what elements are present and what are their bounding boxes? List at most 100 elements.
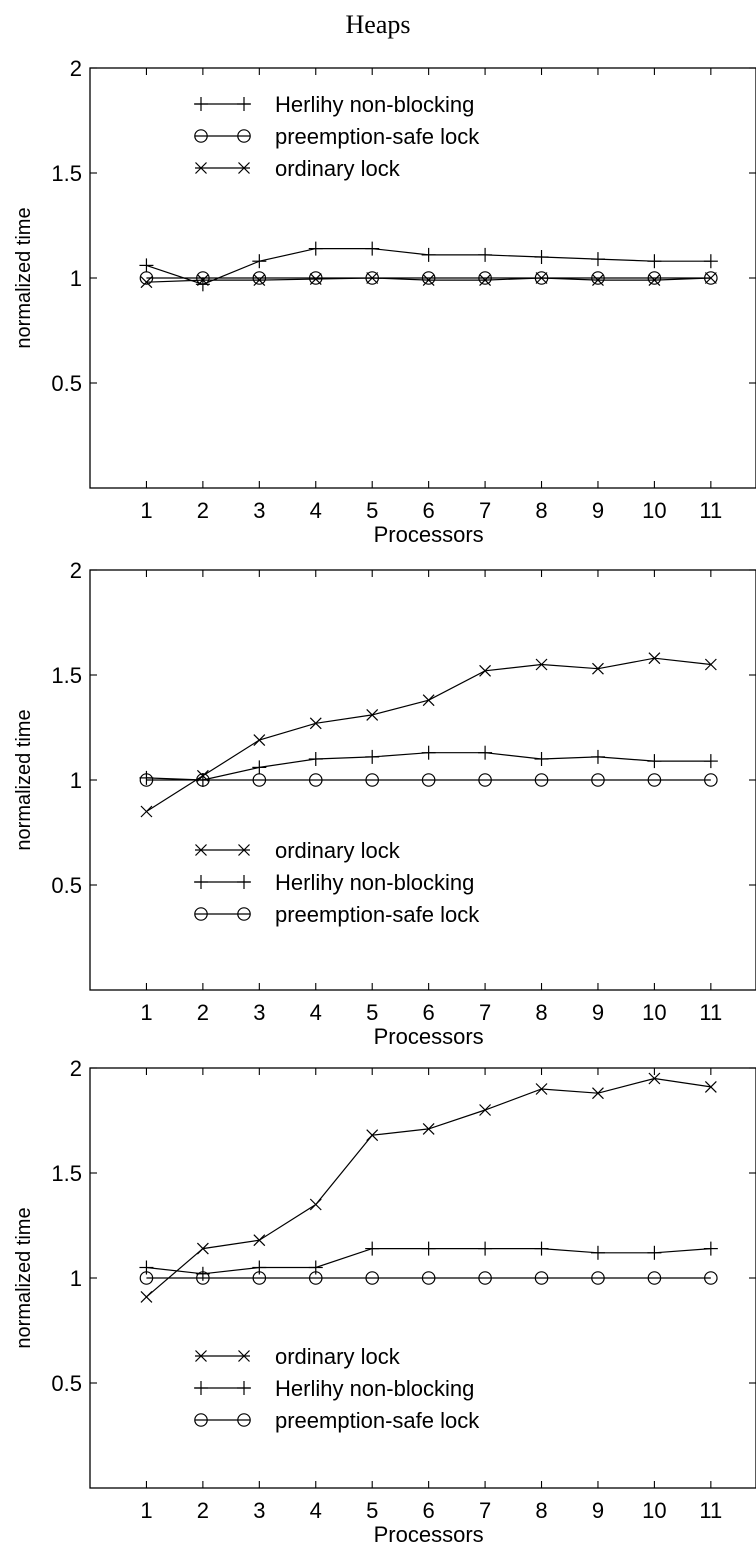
data-point-preemption-safe-lock-6	[421, 271, 436, 285]
x-tick-label: 2	[197, 498, 209, 523]
legend-label-preemption-safe-lock: preemption-safe lock	[275, 124, 480, 149]
x-tick-label: 4	[310, 1498, 322, 1523]
x-tick-label: 8	[535, 1000, 547, 1025]
y-axis-label: normalized time	[13, 709, 35, 850]
data-point-ordinary-lock-11	[704, 272, 717, 284]
data-point-ordinary-lock-1-b	[140, 276, 153, 289]
series-ordinary-lock	[140, 1072, 717, 1303]
data-point-preemption-safe-lock-8	[534, 1271, 549, 1285]
series-preemption-safe-lock	[139, 271, 718, 285]
x-tick-label: 9	[592, 1000, 604, 1025]
legend-label-preemption-safe-lock: preemption-safe lock	[275, 1408, 480, 1433]
x-tick-label: 6	[423, 1498, 435, 1523]
data-point-preemption-safe-lock-10	[647, 773, 662, 787]
legend-marker-herlihy-non-blocking	[194, 97, 208, 111]
x-tick-label: 2	[197, 1498, 209, 1523]
legend-label-herlihy-non-blocking: Herlihy non-blocking	[275, 92, 474, 117]
legend: ordinary lock Herlihy non-blocking preempt…	[194, 838, 480, 927]
data-point-ordinary-lock-6-b	[422, 274, 435, 287]
data-point-ordinary-lock-4	[309, 273, 322, 285]
x-tick-label: 10	[642, 1498, 666, 1523]
data-point-preemption-safe-lock-1	[139, 1271, 154, 1285]
x-tick-label: 7	[479, 1000, 491, 1025]
y-tick-label: 1.5	[51, 161, 82, 186]
data-point-ordinary-lock-8	[535, 658, 548, 671]
data-point-ordinary-lock-10	[648, 652, 661, 665]
data-point-herlihy-non-blocking-7	[478, 1241, 493, 1256]
data-point-ordinary-lock-9-b	[592, 274, 604, 287]
data-point-ordinary-lock-10	[648, 274, 661, 287]
x-tick-label: 10	[642, 498, 666, 523]
data-point-ordinary-lock-11-b	[704, 658, 717, 671]
legend-marker-preemption-safe-lock	[237, 907, 251, 921]
data-point-herlihy-non-blocking-4	[308, 241, 323, 256]
x-tick-label: 7	[479, 1498, 491, 1523]
data-point-ordinary-lock-1-b	[140, 1290, 153, 1303]
data-point-ordinary-lock-11-b	[704, 272, 717, 284]
series-preemption-safe-lock	[139, 773, 718, 787]
x-tick-label: 5	[366, 498, 378, 523]
data-point-preemption-safe-lock-5	[365, 1271, 380, 1285]
data-point-ordinary-lock-3-b	[253, 734, 266, 747]
legend-marker-ordinary-lock-b	[195, 844, 207, 856]
data-point-ordinary-lock-6-b	[422, 1122, 435, 1135]
data-point-herlihy-non-blocking-9	[590, 749, 605, 764]
y-tick-label: 0.5	[51, 1371, 82, 1396]
data-point-herlihy-non-blocking-10	[647, 1245, 662, 1260]
legend-marker-ordinary-lock	[195, 844, 207, 856]
data-point-preemption-safe-lock-7	[478, 271, 492, 285]
y-tick-label: 1	[70, 1266, 82, 1291]
data-point-ordinary-lock-3	[253, 1234, 266, 1247]
y-tick-label: 0.5	[51, 873, 82, 898]
x-tick-label: 11	[699, 498, 722, 523]
y-tick-label: 2	[70, 56, 82, 81]
data-point-ordinary-lock-7-b	[479, 274, 492, 287]
data-point-herlihy-non-blocking-5	[365, 1241, 380, 1256]
data-point-ordinary-lock-10	[648, 1072, 661, 1085]
data-point-ordinary-lock-2	[196, 1242, 209, 1255]
legend-marker-preemption-safe-lock	[194, 129, 208, 143]
x-tick-label: 4	[310, 1000, 322, 1025]
data-point-preemption-safe-lock-3	[252, 1271, 267, 1285]
series-preemption-safe-lock	[139, 1271, 718, 1285]
y-axis-label: normalized time	[13, 207, 35, 348]
data-point-preemption-safe-lock-10	[647, 271, 662, 285]
series-ordinary-lock	[140, 652, 717, 818]
data-point-herlihy-non-blocking-11	[703, 1241, 718, 1256]
x-tick-label: 3	[253, 498, 265, 523]
data-point-herlihy-non-blocking-3	[252, 254, 267, 269]
data-point-herlihy-non-blocking-8	[534, 250, 549, 264]
data-point-ordinary-lock-2-b	[196, 1242, 209, 1255]
data-point-herlihy-non-blocking-6	[421, 247, 436, 262]
data-point-preemption-safe-lock-11	[704, 1271, 718, 1285]
legend: Herlihy non-blocking preemption-safe lock…	[194, 92, 480, 181]
x-tick-label: 11	[699, 1498, 722, 1523]
legend-label-herlihy-non-blocking: Herlihy non-blocking	[275, 1376, 474, 1401]
legend-marker-ordinary-lock	[238, 1350, 250, 1362]
x-tick-label: 11	[699, 1000, 722, 1025]
data-point-ordinary-lock-9	[592, 1087, 604, 1100]
x-axis-label: Processors	[374, 1024, 484, 1049]
data-point-preemption-safe-lock-8	[534, 773, 549, 787]
data-point-preemption-safe-lock-9	[591, 271, 605, 285]
x-tick-label: 5	[366, 1000, 378, 1025]
series-ordinary-lock	[140, 272, 717, 289]
legend-marker-ordinary-lock	[238, 162, 250, 174]
data-point-herlihy-non-blocking-10	[647, 254, 662, 269]
chart-panel-1: 0.5 1 1.5 2 1 2 3 4 5 6 7 8 9 10 11 Processors normalize…	[13, 56, 756, 547]
x-tick-label: 4	[310, 498, 322, 523]
data-point-preemption-safe-lock-9	[591, 1271, 605, 1285]
data-point-preemption-safe-lock-6	[421, 773, 436, 787]
data-point-ordinary-lock-6	[422, 1122, 435, 1135]
data-point-herlihy-non-blocking-4	[308, 752, 323, 766]
data-point-ordinary-lock-7	[479, 274, 492, 287]
series-line-ordinary-lock	[146, 1077, 711, 1298]
data-point-ordinary-lock-9	[592, 274, 604, 287]
y-tick-label: 1	[70, 768, 82, 793]
x-tick-label: 1	[140, 498, 152, 523]
legend-marker-ordinary-lock	[195, 162, 207, 174]
data-point-ordinary-lock-5	[366, 1129, 379, 1142]
data-point-herlihy-non-blocking-11	[703, 254, 718, 269]
data-point-preemption-safe-lock-3	[252, 271, 267, 285]
data-point-ordinary-lock-11-b	[704, 1080, 717, 1093]
